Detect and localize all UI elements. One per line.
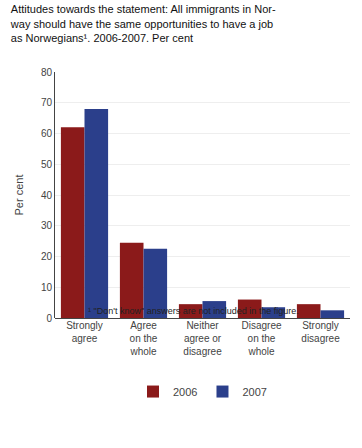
svg-text:50: 50: [41, 159, 53, 170]
svg-text:20: 20: [41, 251, 53, 262]
svg-text:Stronglyagree: Stronglyagree: [66, 320, 103, 344]
svg-text:Neitheragree ordisagree: Neitheragree ordisagree: [183, 320, 222, 357]
svg-text:Disagreeon thewhole: Disagreeon thewhole: [241, 320, 281, 357]
svg-text:80: 80: [41, 67, 53, 78]
svg-text:2007: 2007: [242, 386, 266, 398]
svg-text:40: 40: [41, 190, 53, 201]
svg-text:¹ "Don't know" answers are not: ¹ "Don't know" answers are not included …: [88, 306, 299, 316]
svg-text:Stronglydisagree: Stronglydisagree: [301, 320, 340, 344]
svg-text:Per cent: Per cent: [13, 175, 25, 216]
svg-text:Agreeon thewhole: Agreeon thewhole: [129, 320, 157, 357]
svg-text:70: 70: [41, 97, 53, 108]
svg-text:30: 30: [41, 220, 53, 231]
svg-text:60: 60: [41, 128, 53, 139]
svg-text:10: 10: [41, 282, 53, 293]
svg-text:2006: 2006: [173, 386, 197, 398]
svg-text:0: 0: [46, 313, 52, 324]
svg-text:Attitudes towards the statemen: Attitudes towards the statement: All imm…: [10, 3, 276, 44]
